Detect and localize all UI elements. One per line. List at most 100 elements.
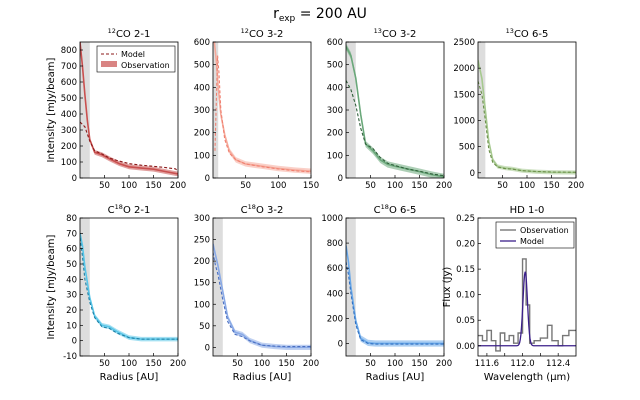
y-tick-label: 600 xyxy=(327,38,343,48)
y-tick-label: 200 xyxy=(194,129,210,139)
observation-band xyxy=(213,241,311,350)
panels-grid: 50 100 150 200010020030040050060070080012CO… xyxy=(46,27,584,383)
y-tick-label: 200 xyxy=(327,129,343,139)
panel-title: HD 1-0 xyxy=(510,205,545,216)
x-tick-label: 100 xyxy=(387,359,403,369)
legend-observation-label: Observation xyxy=(121,61,170,70)
x-tick-label: 50 xyxy=(99,181,110,191)
plot-area xyxy=(478,258,576,352)
x-tick-label: 200 xyxy=(170,181,186,191)
y-tick-label: 50 xyxy=(66,260,77,270)
y-tick-label: 800 xyxy=(61,46,77,56)
observation-step-line xyxy=(478,258,576,352)
y-tick-label: 1000 xyxy=(321,214,343,224)
plot-area xyxy=(213,42,311,174)
x-tick-label: 200 xyxy=(170,359,186,369)
y-tick-label: 500 xyxy=(459,143,475,153)
y-tick-label: 500 xyxy=(194,61,210,71)
panel-6: 50 100 150 200 0 50 100 150 200 250 300 C18O 3-2 Rad… xyxy=(194,203,319,383)
legend: Observation Model xyxy=(495,221,575,249)
plot-area xyxy=(80,231,178,342)
x-tick-label: 100 xyxy=(121,359,137,369)
x-tick-label: 50 xyxy=(232,359,243,369)
y-tick-label: 80 xyxy=(66,214,77,224)
panel-5: 50 100 150 200 -10 0 10 20 30 40 50 60 70 80 C18O 2-1 R… xyxy=(46,203,186,383)
x-tick-label: 100 xyxy=(519,181,535,191)
panel-7: 50 100 150 200 0 200 400 600 800 1000 C18O 6-5 Radi… xyxy=(321,203,452,383)
x-tick-label: 112.4 xyxy=(546,359,570,369)
y-tick-label: 1500 xyxy=(453,90,475,100)
suptitle-subscript: exp xyxy=(279,14,296,24)
y-tick-label: 250 xyxy=(194,236,210,246)
shaded-region xyxy=(80,218,90,356)
plot-area xyxy=(80,42,178,177)
y-tick-label: 700 xyxy=(61,62,77,72)
x-axis-label: Wavelength (μm) xyxy=(484,372,571,383)
y-tick-label: 0 xyxy=(205,343,210,353)
y-tick-label: 200 xyxy=(327,314,343,324)
observation-line xyxy=(80,233,178,340)
x-tick-label: 150 xyxy=(145,359,161,369)
axes-frame xyxy=(477,217,577,357)
y-tick-label: 300 xyxy=(194,106,210,116)
y-tick-label: 0.15 xyxy=(456,265,475,275)
x-axis-label: Radius [AU] xyxy=(233,372,292,383)
model-line xyxy=(214,55,311,173)
y-tick-label: 40 xyxy=(66,275,77,285)
legend-box xyxy=(495,221,575,249)
y-tick-label: 300 xyxy=(61,126,77,136)
x-tick-label: 200 xyxy=(436,181,452,191)
model-line xyxy=(346,80,444,177)
y-tick-label: 0.00 xyxy=(456,342,475,352)
panel-title: 13CO 6-5 xyxy=(506,27,549,40)
panel-title: C18O 6-5 xyxy=(374,203,417,216)
legend-observation-swatch xyxy=(101,61,117,67)
model-line xyxy=(80,237,178,340)
y-tick-label: 800 xyxy=(327,239,343,249)
x-tick-label: 200 xyxy=(436,359,452,369)
model-line xyxy=(213,252,311,348)
y-tick-label: 20 xyxy=(66,306,77,316)
y-tick-label: 30 xyxy=(66,291,77,301)
y-tick-label: -10 xyxy=(63,352,77,362)
x-tick-label: 50 xyxy=(365,359,376,369)
panel-2: 50 100 150 0 100 200 300 400 500 600 12CO 3-2 xyxy=(194,27,319,191)
observation-band xyxy=(346,242,444,347)
panel-title: 12CO 3-2 xyxy=(241,27,284,40)
shaded-region xyxy=(80,42,90,178)
shaded-region xyxy=(478,42,486,178)
model-line xyxy=(478,81,576,173)
x-tick-label: 150 xyxy=(303,181,319,191)
y-tick-label: 0.10 xyxy=(456,291,475,301)
legend-model-label: Model xyxy=(121,50,145,59)
y-tick-label: 2000 xyxy=(453,64,475,74)
observation-line xyxy=(213,42,311,172)
suptitle-base: r xyxy=(273,6,279,22)
legend-model-label: Model xyxy=(520,237,544,246)
y-axis-label: Intensity [mJy/beam] xyxy=(46,57,57,162)
y-tick-label: 600 xyxy=(327,264,343,274)
y-tick-label: 200 xyxy=(61,142,77,152)
y-tick-label: 0 xyxy=(72,174,77,184)
y-tick-label: 0 xyxy=(205,174,210,184)
legend-box xyxy=(96,45,176,73)
y-tick-label: 400 xyxy=(61,110,77,120)
x-tick-label: 150 xyxy=(278,359,294,369)
x-axis-label: Radius [AU] xyxy=(100,372,159,383)
y-tick-label: 150 xyxy=(194,279,210,289)
y-tick-label: 0.05 xyxy=(456,316,475,326)
model-line xyxy=(80,121,178,172)
y-tick-label: 100 xyxy=(194,151,210,161)
observation-line xyxy=(213,243,311,349)
x-axis-label: Radius [AU] xyxy=(366,372,425,383)
y-tick-label: 100 xyxy=(61,158,77,168)
panel-title: 13CO 3-2 xyxy=(374,27,417,40)
x-tick-label: 150 xyxy=(411,359,427,369)
y-tick-label: 400 xyxy=(327,289,343,299)
y-tick-label: 1000 xyxy=(453,116,475,126)
legend-observation-label: Observation xyxy=(520,226,569,235)
x-tick-label: 50 xyxy=(240,181,251,191)
panel-8: 111.6 112.0 112.4 0.00 0.05 0.10 0.15 0.20 0.25 H… xyxy=(442,205,577,383)
x-tick-label: 100 xyxy=(387,181,403,191)
